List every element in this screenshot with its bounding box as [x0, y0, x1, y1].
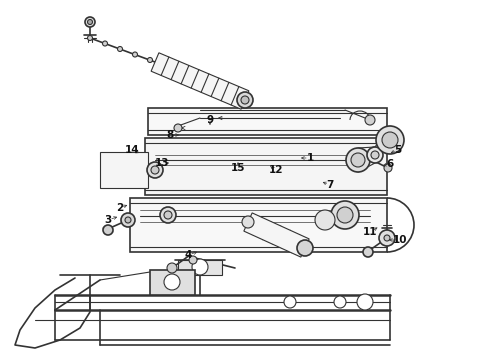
- Circle shape: [284, 296, 296, 308]
- Text: 4: 4: [184, 250, 192, 260]
- Circle shape: [382, 132, 398, 148]
- Text: 10: 10: [393, 235, 407, 245]
- Circle shape: [379, 230, 395, 246]
- Circle shape: [164, 274, 180, 290]
- Circle shape: [85, 17, 95, 27]
- Circle shape: [337, 207, 353, 223]
- Circle shape: [384, 164, 392, 172]
- Text: 15: 15: [231, 163, 245, 173]
- Text: 13: 13: [155, 158, 169, 168]
- Circle shape: [315, 210, 335, 230]
- Polygon shape: [130, 198, 387, 252]
- Circle shape: [367, 147, 383, 163]
- Circle shape: [103, 225, 113, 235]
- Circle shape: [189, 256, 197, 264]
- Circle shape: [167, 263, 177, 273]
- Text: 14: 14: [124, 145, 139, 155]
- Circle shape: [346, 148, 370, 172]
- Circle shape: [88, 36, 93, 41]
- Text: 12: 12: [269, 165, 283, 175]
- Circle shape: [151, 166, 159, 174]
- Circle shape: [363, 247, 373, 257]
- Circle shape: [242, 216, 254, 228]
- Circle shape: [376, 126, 404, 154]
- Polygon shape: [151, 53, 249, 109]
- Text: 7: 7: [326, 180, 334, 190]
- Text: 11: 11: [363, 227, 377, 237]
- Circle shape: [132, 52, 138, 57]
- Circle shape: [125, 217, 131, 223]
- Circle shape: [334, 296, 346, 308]
- Circle shape: [384, 235, 390, 241]
- Polygon shape: [150, 270, 195, 295]
- Circle shape: [357, 294, 373, 310]
- Circle shape: [237, 92, 253, 108]
- Circle shape: [102, 41, 107, 46]
- Text: 8: 8: [167, 130, 173, 140]
- Circle shape: [174, 124, 182, 132]
- Polygon shape: [148, 108, 387, 135]
- Circle shape: [351, 153, 365, 167]
- Circle shape: [121, 213, 135, 227]
- Polygon shape: [178, 260, 222, 275]
- Circle shape: [147, 58, 152, 63]
- Circle shape: [160, 207, 176, 223]
- Text: 1: 1: [306, 153, 314, 163]
- Text: 2: 2: [117, 203, 123, 213]
- Circle shape: [118, 46, 122, 51]
- Circle shape: [164, 211, 172, 219]
- Text: 5: 5: [394, 145, 402, 155]
- Polygon shape: [244, 213, 309, 257]
- Circle shape: [192, 259, 208, 275]
- Circle shape: [147, 162, 163, 178]
- Text: 6: 6: [387, 159, 393, 169]
- Circle shape: [331, 201, 359, 229]
- Circle shape: [88, 19, 93, 24]
- Circle shape: [297, 240, 313, 256]
- Text: 9: 9: [206, 115, 214, 125]
- Circle shape: [371, 151, 379, 159]
- Polygon shape: [100, 152, 148, 188]
- Text: 3: 3: [104, 215, 112, 225]
- Circle shape: [365, 115, 375, 125]
- Polygon shape: [145, 138, 387, 195]
- Circle shape: [241, 96, 249, 104]
